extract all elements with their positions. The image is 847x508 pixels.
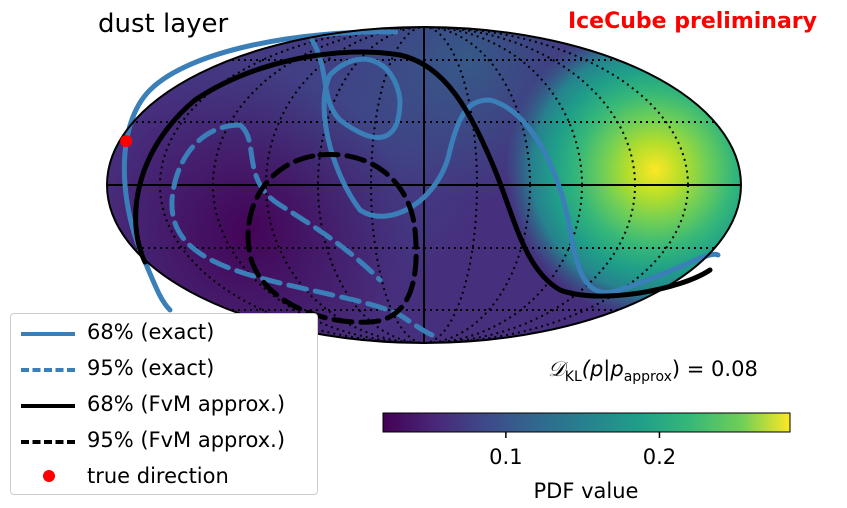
axes-lines	[107, 27, 741, 343]
contour-95-fvm	[245, 151, 419, 325]
legend-label: 95% (FvM approx.)	[87, 428, 286, 452]
kl-body: (p|p	[582, 357, 624, 382]
legend-swatch	[21, 440, 75, 444]
legend-entry-68-fvm: 68% (FvM approx.)	[11, 388, 317, 420]
colorbar-gradient	[382, 412, 791, 433]
kl-annotation: 𝒟KL(p|papprox) = 0.08	[548, 357, 758, 385]
contour-68-exact-left	[121, 29, 399, 313]
legend-entry-95-exact: 95% (exact)	[11, 352, 317, 384]
legend-label: 68% (exact)	[87, 320, 215, 344]
legend-label: 95% (exact)	[87, 356, 215, 380]
kl-tail: ) = 0.08	[672, 357, 758, 381]
legend-entry-68-exact: 68% (exact)	[11, 316, 317, 348]
contour-95-exact	[169, 122, 435, 338]
legend-entry-true-direction: true direction	[11, 460, 317, 492]
true-direction-marker	[120, 135, 133, 148]
contour-68-exact-right	[309, 37, 721, 295]
colorbar-tick-label: 0.1	[489, 445, 522, 469]
watermark-text: IceCube preliminary	[568, 9, 817, 34]
sky-outline	[106, 26, 742, 344]
contours	[121, 29, 721, 338]
legend-swatch	[21, 404, 75, 408]
kl-sub: KL	[565, 369, 582, 385]
legend-swatch	[21, 332, 75, 336]
colorbar-label: PDF value	[534, 479, 639, 503]
legend-label: 68% (FvM approx.)	[87, 392, 286, 416]
contour-68-fvm	[133, 49, 713, 299]
kl-sub2: approx	[624, 369, 672, 385]
colorbar-ticks: 0.1 0.2	[489, 432, 676, 469]
kl-symbol: 𝒟	[548, 357, 569, 381]
legend-entry-95-fvm: 95% (FvM approx.)	[11, 424, 317, 456]
legend: 68% (exact) 95% (exact) 68% (FvM approx.…	[10, 313, 318, 495]
legend-dot	[43, 470, 55, 482]
colorbar: 0.1 0.2 PDF value	[382, 412, 791, 503]
chart-title: dust layer	[98, 9, 229, 39]
colorbar-tick-label: 0.2	[643, 445, 676, 469]
legend-swatch	[21, 368, 75, 372]
legend-label: true direction	[87, 464, 229, 488]
